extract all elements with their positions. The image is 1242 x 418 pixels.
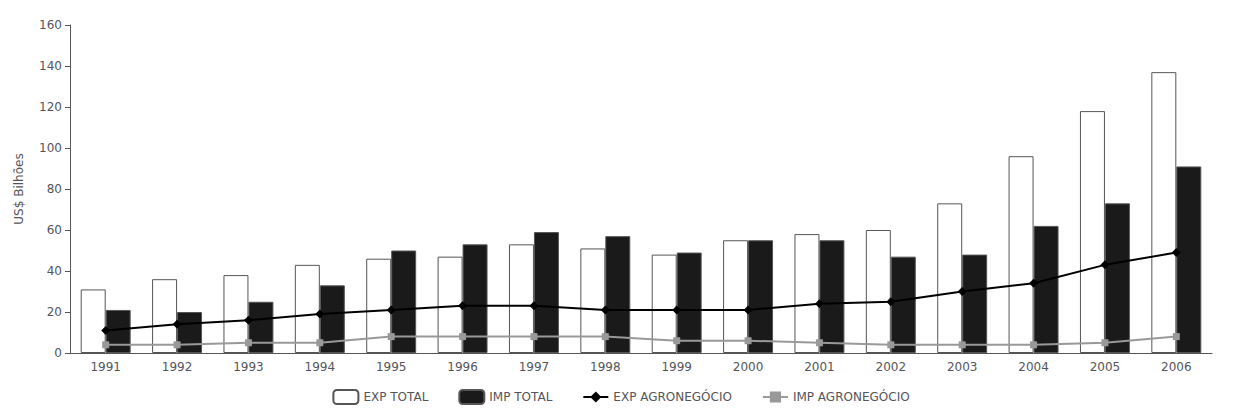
svg-text:40: 40 <box>47 264 62 278</box>
svg-text:2006: 2006 <box>1161 360 1192 374</box>
svg-text:US$ Bilhões: US$ Bilhões <box>12 153 26 224</box>
svg-text:1993: 1993 <box>233 360 264 374</box>
svg-text:IMP TOTAL: IMP TOTAL <box>489 390 552 404</box>
svg-text:1997: 1997 <box>519 360 550 374</box>
svg-text:100: 100 <box>39 141 62 155</box>
svg-text:1998: 1998 <box>590 360 621 374</box>
svg-text:60: 60 <box>47 223 62 237</box>
svg-text:120: 120 <box>39 100 62 114</box>
svg-text:0: 0 <box>54 346 62 360</box>
svg-text:2000: 2000 <box>733 360 764 374</box>
svg-text:1991: 1991 <box>90 360 121 374</box>
svg-text:EXP TOTAL: EXP TOTAL <box>363 390 428 404</box>
svg-text:80: 80 <box>47 182 62 196</box>
svg-text:2003: 2003 <box>947 360 978 374</box>
svg-text:2001: 2001 <box>804 360 835 374</box>
svg-text:2004: 2004 <box>1018 360 1049 374</box>
svg-text:1999: 1999 <box>661 360 692 374</box>
svg-text:2002: 2002 <box>876 360 907 374</box>
svg-text:1995: 1995 <box>376 360 407 374</box>
svg-text:160: 160 <box>39 18 62 32</box>
svg-text:20: 20 <box>47 305 62 319</box>
svg-text:1996: 1996 <box>447 360 478 374</box>
svg-text:EXP AGRONEGÓCIO: EXP AGRONEGÓCIO <box>613 389 732 404</box>
svg-text:IMP AGRONEGÓCIO: IMP AGRONEGÓCIO <box>793 389 910 404</box>
svg-text:1994: 1994 <box>305 360 336 374</box>
svg-text:140: 140 <box>39 59 62 73</box>
svg-text:1992: 1992 <box>162 360 193 374</box>
svg-text:2005: 2005 <box>1090 360 1121 374</box>
